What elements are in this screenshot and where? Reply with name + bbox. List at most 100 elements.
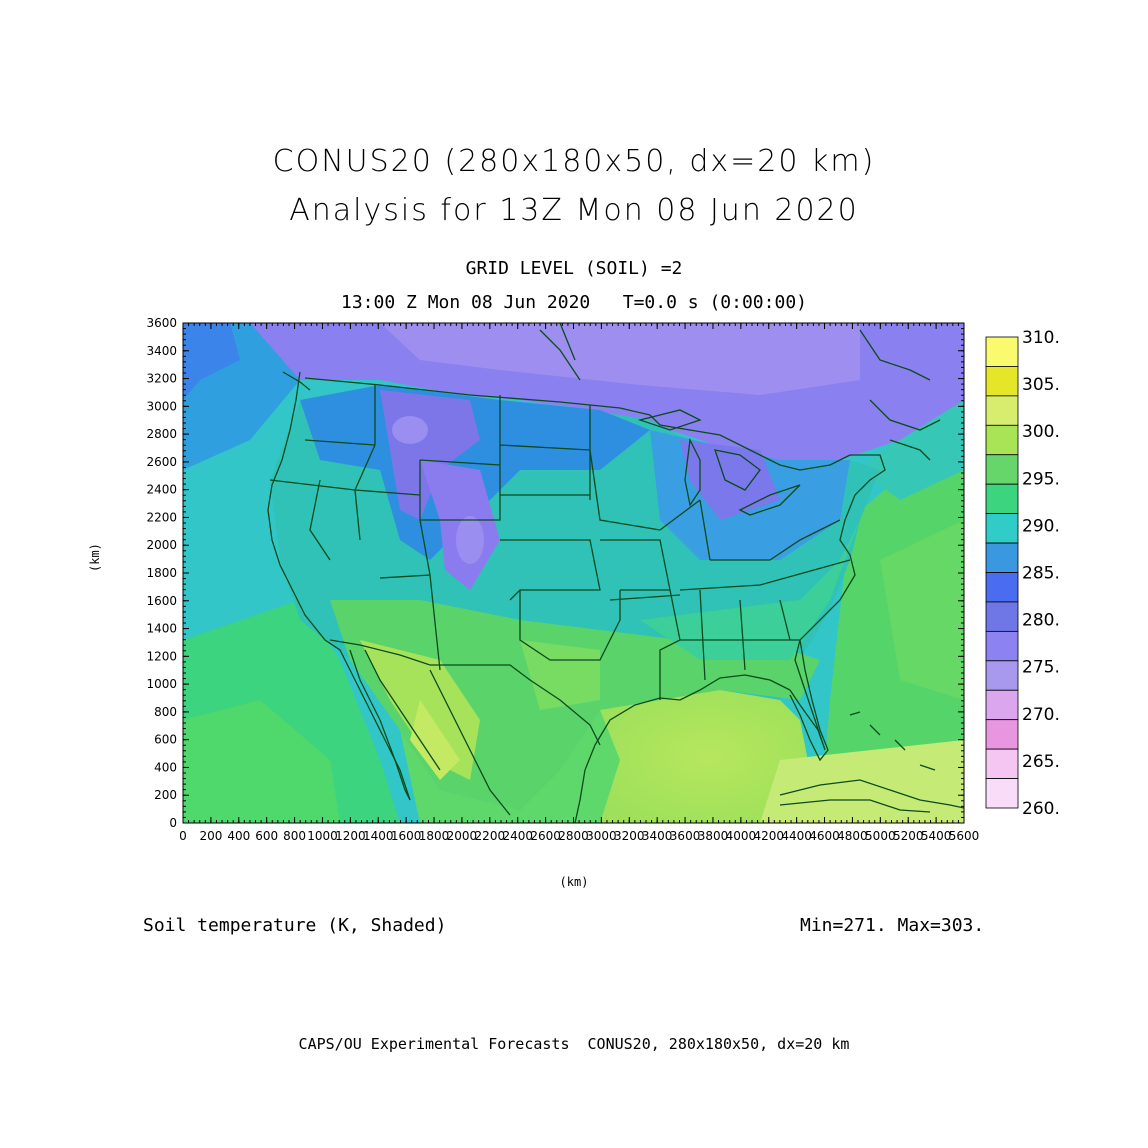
y-tick-label: 1200 bbox=[146, 649, 177, 663]
y-tick-label: 3200 bbox=[146, 372, 177, 386]
y-tick-label: 400 bbox=[154, 760, 177, 774]
colorbar-swatch bbox=[985, 748, 1019, 779]
colorbar-label: 310. bbox=[1022, 328, 1060, 348]
lake-michigan bbox=[684, 437, 701, 507]
valid-time-label: 13:00 Z Mon 08 Jun 2020 T=0.0 s (0:00:00… bbox=[341, 292, 807, 313]
bahamas bbox=[849, 711, 936, 771]
x-tick-label: 600 bbox=[255, 829, 278, 843]
mexico-west-coast bbox=[429, 669, 511, 816]
x-tick-label: 1600 bbox=[391, 829, 422, 843]
colorbar-swatch bbox=[985, 572, 1019, 603]
gulf-of-california-coast bbox=[364, 649, 441, 771]
michigan-cold-shading bbox=[680, 440, 780, 520]
x-tick-label: 800 bbox=[283, 829, 306, 843]
colorbar-label: 265. bbox=[1022, 752, 1060, 772]
x-tick-label: 5400 bbox=[921, 829, 952, 843]
y-tick-label: 2600 bbox=[146, 455, 177, 469]
x-axis: 0 200 400 600 800 100012001400160018002000220… bbox=[179, 323, 979, 843]
y-tick-label: 3400 bbox=[146, 344, 177, 358]
x-tick-label: 4800 bbox=[837, 829, 868, 843]
gulf-of-mexico-shading bbox=[600, 690, 820, 823]
cuba-south-coast bbox=[779, 799, 931, 813]
temperature-field bbox=[183, 323, 964, 823]
canada-features bbox=[539, 323, 941, 461]
y-tick-label: 2400 bbox=[146, 483, 177, 497]
x-tick-label: 5000 bbox=[865, 829, 896, 843]
y-tick-label: 600 bbox=[154, 733, 177, 747]
colorbar-swatch bbox=[985, 660, 1019, 691]
colorbar-swatch bbox=[985, 601, 1019, 632]
colorbar-label: 270. bbox=[1022, 705, 1060, 725]
x-tick-label: 5200 bbox=[893, 829, 924, 843]
x-tick-label: 2200 bbox=[475, 829, 506, 843]
y-tick-label: 2200 bbox=[146, 510, 177, 524]
x-tick-label: 1400 bbox=[363, 829, 394, 843]
colorbar-swatch bbox=[985, 689, 1019, 721]
x-tick-label: 4200 bbox=[753, 829, 784, 843]
grid-level-label: GRID LEVEL (SOIL) =2 bbox=[465, 258, 683, 279]
y-tick-label: 2800 bbox=[146, 427, 177, 441]
map-outlines bbox=[267, 323, 964, 823]
x-tick-label: 3400 bbox=[642, 829, 673, 843]
us-canada-border bbox=[304, 377, 651, 416]
state-lines bbox=[269, 385, 851, 700]
y-axis: 0 200 400 600 800 1000 1200 1400 1600 1800 2000 220… bbox=[146, 316, 964, 830]
x-tick-label: 400 bbox=[227, 829, 250, 843]
colorbar-label: 260. bbox=[1022, 799, 1060, 819]
x-tick-label: 3800 bbox=[698, 829, 729, 843]
colorbar-label: 285. bbox=[1022, 564, 1060, 584]
lake-superior bbox=[637, 409, 702, 431]
cold-spot-1 bbox=[392, 416, 428, 444]
x-tick-label: 1000 bbox=[307, 829, 338, 843]
x-tick-label: 2400 bbox=[502, 829, 533, 843]
colorbar-swatch bbox=[985, 454, 1019, 485]
florida-peninsula bbox=[789, 639, 829, 762]
x-tick-label: 1800 bbox=[419, 829, 450, 843]
min-max-label: Min=271. Max=303. bbox=[800, 915, 985, 936]
x-tick-label: 1200 bbox=[335, 829, 366, 843]
y-tick-label: 1800 bbox=[146, 566, 177, 580]
colorbar-swatch bbox=[985, 778, 1019, 809]
y-tick-label: 800 bbox=[154, 705, 177, 719]
cold-spot-2 bbox=[456, 516, 484, 564]
x-tick-label: 3200 bbox=[614, 829, 645, 843]
colorbar: 310. 305. 300. 295. 290. 285. 280. 275. 270. 265.… bbox=[985, 328, 1060, 819]
y-tick-label: 1400 bbox=[146, 622, 177, 636]
colorbar-swatch bbox=[985, 336, 1019, 367]
y-tick-label: 3600 bbox=[146, 316, 177, 330]
us-mexico-border bbox=[329, 639, 601, 746]
x-tick-label: 5600 bbox=[949, 829, 980, 843]
field-description: Soil temperature (K, Shaded) bbox=[143, 915, 447, 936]
colorbar-label: 280. bbox=[1022, 611, 1060, 631]
colorbar-swatch bbox=[985, 395, 1019, 426]
x-tick-label: 2600 bbox=[530, 829, 561, 843]
colorbar-swatch bbox=[985, 483, 1019, 515]
x-tick-label: 4400 bbox=[781, 829, 812, 843]
x-tick-label: 0 bbox=[179, 829, 187, 843]
vancouver-island bbox=[282, 371, 311, 391]
lake-huron bbox=[714, 449, 761, 491]
colorbar-swatch bbox=[985, 513, 1019, 544]
y-tick-label: 1000 bbox=[146, 677, 177, 691]
colorbar-label: 295. bbox=[1022, 469, 1060, 489]
chart-title-analysis: Analysis for 13Z Mon 08 Jun 2020 bbox=[289, 193, 859, 228]
x-tick-label: 200 bbox=[199, 829, 222, 843]
north-pacific-cold-shading bbox=[183, 323, 240, 400]
west-coastline bbox=[267, 371, 411, 801]
y-tick-label: 200 bbox=[154, 788, 177, 802]
x-tick-label: 4000 bbox=[726, 829, 757, 843]
x-axis-label: (km) bbox=[559, 875, 589, 889]
x-tick-label: 3000 bbox=[586, 829, 617, 843]
colorbar-label: 305. bbox=[1022, 375, 1060, 395]
south-pacific-warm-shading bbox=[183, 700, 340, 823]
colorbar-swatch bbox=[985, 424, 1019, 456]
colorbar-swatch bbox=[985, 542, 1019, 573]
great-lakes-border bbox=[649, 414, 851, 471]
colorbar-label: 275. bbox=[1022, 658, 1060, 678]
atlantic-warm-shading bbox=[880, 520, 964, 700]
lake-erie bbox=[738, 484, 801, 516]
mexico-shading bbox=[400, 710, 620, 823]
y-tick-label: 2000 bbox=[146, 538, 177, 552]
cuba-coast bbox=[779, 779, 964, 809]
